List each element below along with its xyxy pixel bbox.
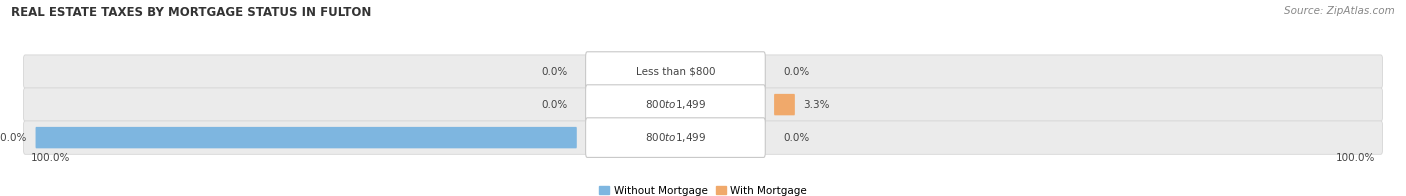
Text: 0.0%: 0.0% [783,67,810,77]
Text: Less than $800: Less than $800 [636,67,716,77]
Text: $800 to $1,499: $800 to $1,499 [645,131,706,144]
Text: 100.0%: 100.0% [31,153,70,163]
Text: 0.0%: 0.0% [541,67,568,77]
FancyBboxPatch shape [24,121,1382,154]
FancyBboxPatch shape [586,52,765,91]
FancyBboxPatch shape [35,127,576,148]
Text: 100.0%: 100.0% [0,133,27,143]
Text: $800 to $1,499: $800 to $1,499 [645,98,706,111]
Text: 0.0%: 0.0% [783,133,810,143]
FancyBboxPatch shape [24,55,1382,88]
FancyBboxPatch shape [24,88,1382,121]
FancyBboxPatch shape [586,85,765,124]
Text: 100.0%: 100.0% [1336,153,1375,163]
FancyBboxPatch shape [775,94,794,115]
Text: Source: ZipAtlas.com: Source: ZipAtlas.com [1284,6,1395,16]
Legend: Without Mortgage, With Mortgage: Without Mortgage, With Mortgage [599,186,807,196]
Text: 0.0%: 0.0% [541,100,568,110]
Text: REAL ESTATE TAXES BY MORTGAGE STATUS IN FULTON: REAL ESTATE TAXES BY MORTGAGE STATUS IN … [11,6,371,19]
Text: 3.3%: 3.3% [803,100,830,110]
FancyBboxPatch shape [586,118,765,157]
